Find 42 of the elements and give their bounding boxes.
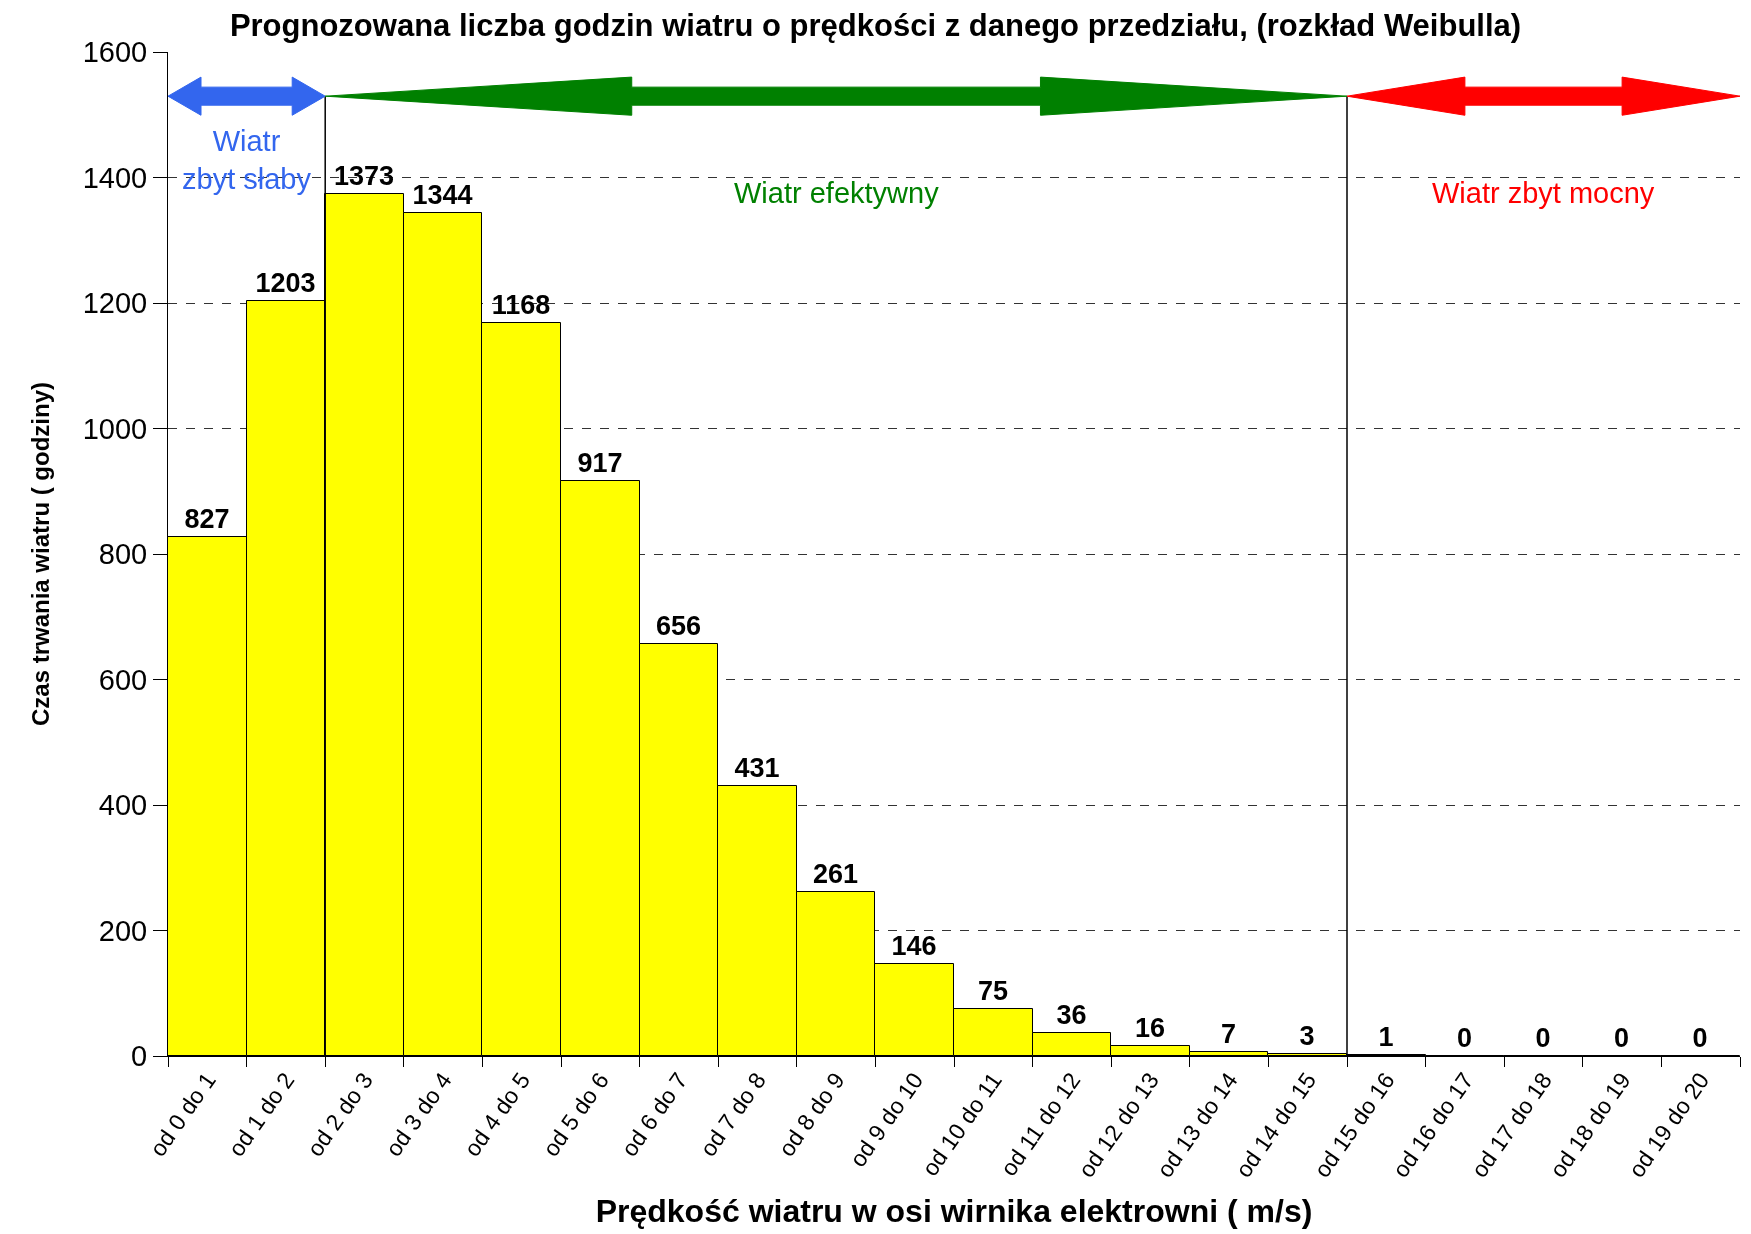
chart-title: Prognozowana liczba godzin wiatru o prędkości z danego przedziału, (rozkład Weibulla) xyxy=(229,7,1522,43)
data-label: 917 xyxy=(577,447,623,478)
data-label: 261 xyxy=(812,858,859,889)
x-tick-label: od 7 do 8 xyxy=(694,1067,772,1162)
y-axis-title: Czas trwania wiatru ( godziny) xyxy=(26,381,54,727)
data-label: 1168 xyxy=(491,289,551,320)
data-label: 36 xyxy=(1056,999,1087,1030)
data-label: 1373 xyxy=(333,160,395,191)
x-tick-label: od 2 do 3 xyxy=(301,1067,379,1162)
data-label: 1344 xyxy=(412,179,473,210)
x-tick-label: od 8 do 9 xyxy=(773,1067,850,1162)
data-label: 0 xyxy=(1692,1022,1708,1053)
annotation: Wiatr zbyt słaby xyxy=(182,125,312,195)
x-tick-label: od 1 do 2 xyxy=(223,1067,300,1162)
y-tick-label: 1400 xyxy=(82,161,148,194)
data-label: 0 xyxy=(1535,1022,1551,1053)
data-label: 0 xyxy=(1613,1022,1630,1053)
y-tick-label: 200 xyxy=(98,914,148,947)
annotation: Wiatr efektywny xyxy=(734,177,940,209)
y-tick-label: 600 xyxy=(98,663,148,696)
x-tick-label: od 4 do 5 xyxy=(458,1067,536,1162)
data-label: 827 xyxy=(184,503,230,534)
x-tick-label: od 6 do 7 xyxy=(616,1067,693,1162)
data-label: 656 xyxy=(655,610,702,641)
y-tick-label: 400 xyxy=(98,789,148,822)
data-label: 431 xyxy=(734,752,780,783)
data-label: 7 xyxy=(1220,1018,1237,1049)
y-tick-label: 800 xyxy=(98,538,148,571)
annotation: Wiatr zbyt mocny xyxy=(1432,177,1655,209)
y-tick-label: 1200 xyxy=(82,287,148,320)
data-label: 1203 xyxy=(255,267,316,298)
data-label: 75 xyxy=(977,975,1009,1006)
data-label: 16 xyxy=(1134,1012,1166,1043)
x-tick-label: od 3 do 4 xyxy=(380,1067,457,1162)
x-axis-title: Prędkość wiatru w osi wirnika elektrowni ( m/s) xyxy=(595,1193,1313,1229)
x-tick-label: od 5 do 6 xyxy=(537,1067,614,1162)
data-label: 0 xyxy=(1456,1022,1473,1053)
data-label: 3 xyxy=(1299,1020,1315,1051)
y-tick-label: 1600 xyxy=(82,36,148,69)
data-label: 146 xyxy=(891,930,937,961)
y-tick-label: 1000 xyxy=(82,412,148,445)
data-label: 1 xyxy=(1378,1021,1394,1052)
